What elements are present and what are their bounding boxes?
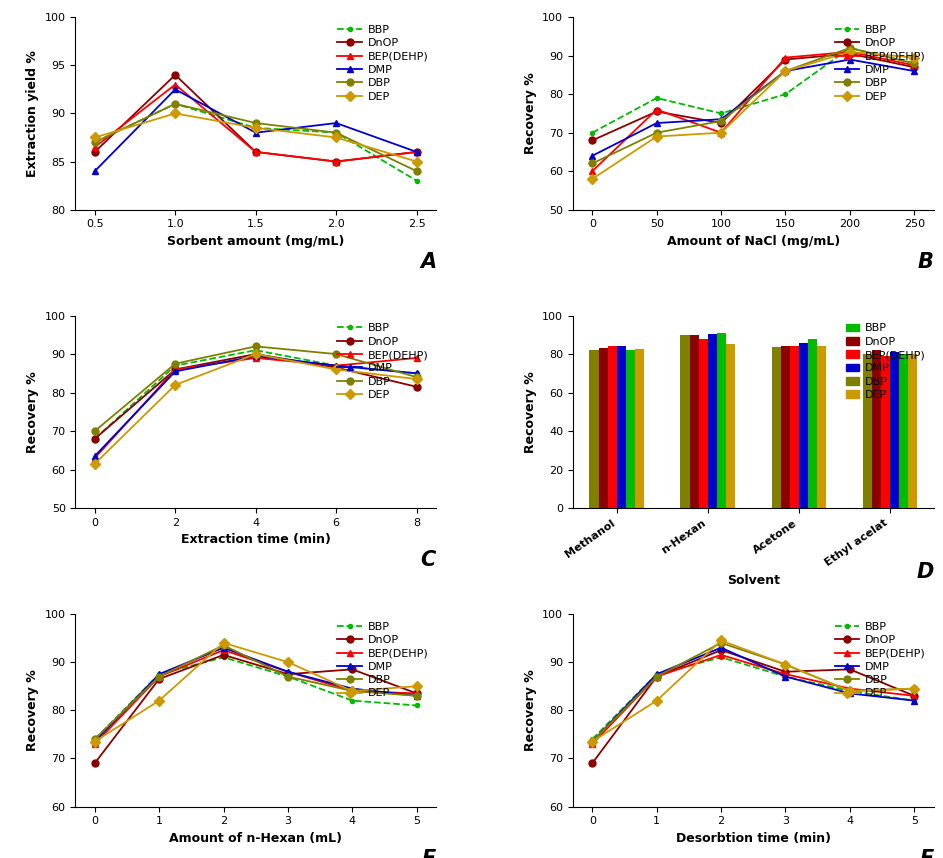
Bar <box>863 354 871 508</box>
Y-axis label: Recovery %: Recovery % <box>523 669 537 751</box>
Bar <box>908 354 918 508</box>
Bar <box>717 333 726 508</box>
Y-axis label: Recovery %: Recovery % <box>523 371 537 453</box>
Bar <box>890 352 899 508</box>
Bar <box>789 347 799 508</box>
Legend: BBP, DnOP, BEP(DEHP), DMP, DBP, DEP: BBP, DnOP, BEP(DEHP), DMP, DBP, DEP <box>336 22 430 104</box>
Bar <box>635 349 644 508</box>
Text: B: B <box>918 252 934 272</box>
Bar <box>726 344 736 508</box>
Bar <box>771 347 781 508</box>
Legend: BBP, DnOP, BEP(DEHP), DMP, DBP, DEP: BBP, DnOP, BEP(DEHP), DMP, DBP, DEP <box>336 619 430 701</box>
Bar <box>781 347 789 508</box>
Text: A: A <box>420 252 436 272</box>
Bar <box>808 339 817 508</box>
Bar <box>799 342 808 508</box>
Bar <box>699 339 708 508</box>
Bar <box>681 335 689 508</box>
Bar <box>817 347 826 508</box>
Text: F: F <box>919 849 934 858</box>
Bar <box>899 354 908 508</box>
Text: C: C <box>421 551 436 571</box>
Y-axis label: Recovery %: Recovery % <box>26 669 40 751</box>
Bar <box>871 350 881 508</box>
Legend: BBP, DnOP, BEP(DEHP), DMP, DBP, DEP: BBP, DnOP, BEP(DEHP), DMP, DBP, DEP <box>336 321 430 402</box>
X-axis label: Extraction time (min): Extraction time (min) <box>181 534 331 547</box>
Y-axis label: Recovery %: Recovery % <box>523 73 537 154</box>
Y-axis label: Recovery %: Recovery % <box>26 371 40 453</box>
Legend: BBP, DnOP, BEP(DEHP), DMP, DBP, DEP: BBP, DnOP, BEP(DEHP), DMP, DBP, DEP <box>833 22 928 104</box>
Bar <box>589 350 599 508</box>
Bar <box>708 334 717 508</box>
Bar <box>689 335 699 508</box>
Text: E: E <box>422 849 436 858</box>
Bar <box>599 348 607 508</box>
X-axis label: Solvent: Solvent <box>727 574 780 587</box>
Legend: BBP, DnOP, BEP(DEHP), DMP, DBP, DEP: BBP, DnOP, BEP(DEHP), DMP, DBP, DEP <box>833 619 928 701</box>
Y-axis label: Extraction yield %: Extraction yield % <box>26 50 40 177</box>
Bar <box>617 347 626 508</box>
X-axis label: Amount of n-Hexan (mL): Amount of n-Hexan (mL) <box>169 831 342 845</box>
X-axis label: Amount of NaCl (mg/mL): Amount of NaCl (mg/mL) <box>667 235 840 248</box>
Bar <box>607 347 617 508</box>
Legend: BBP, DnOP, BEP(DEHP), DMP, DBP, DEP: BBP, DnOP, BEP(DEHP), DMP, DBP, DEP <box>844 321 928 402</box>
Text: D: D <box>917 562 934 582</box>
X-axis label: Sorbent amount (mg/mL): Sorbent amount (mg/mL) <box>167 235 344 248</box>
Bar <box>881 356 890 508</box>
X-axis label: Desorbtion time (min): Desorbtion time (min) <box>676 831 831 845</box>
Bar <box>626 350 635 508</box>
